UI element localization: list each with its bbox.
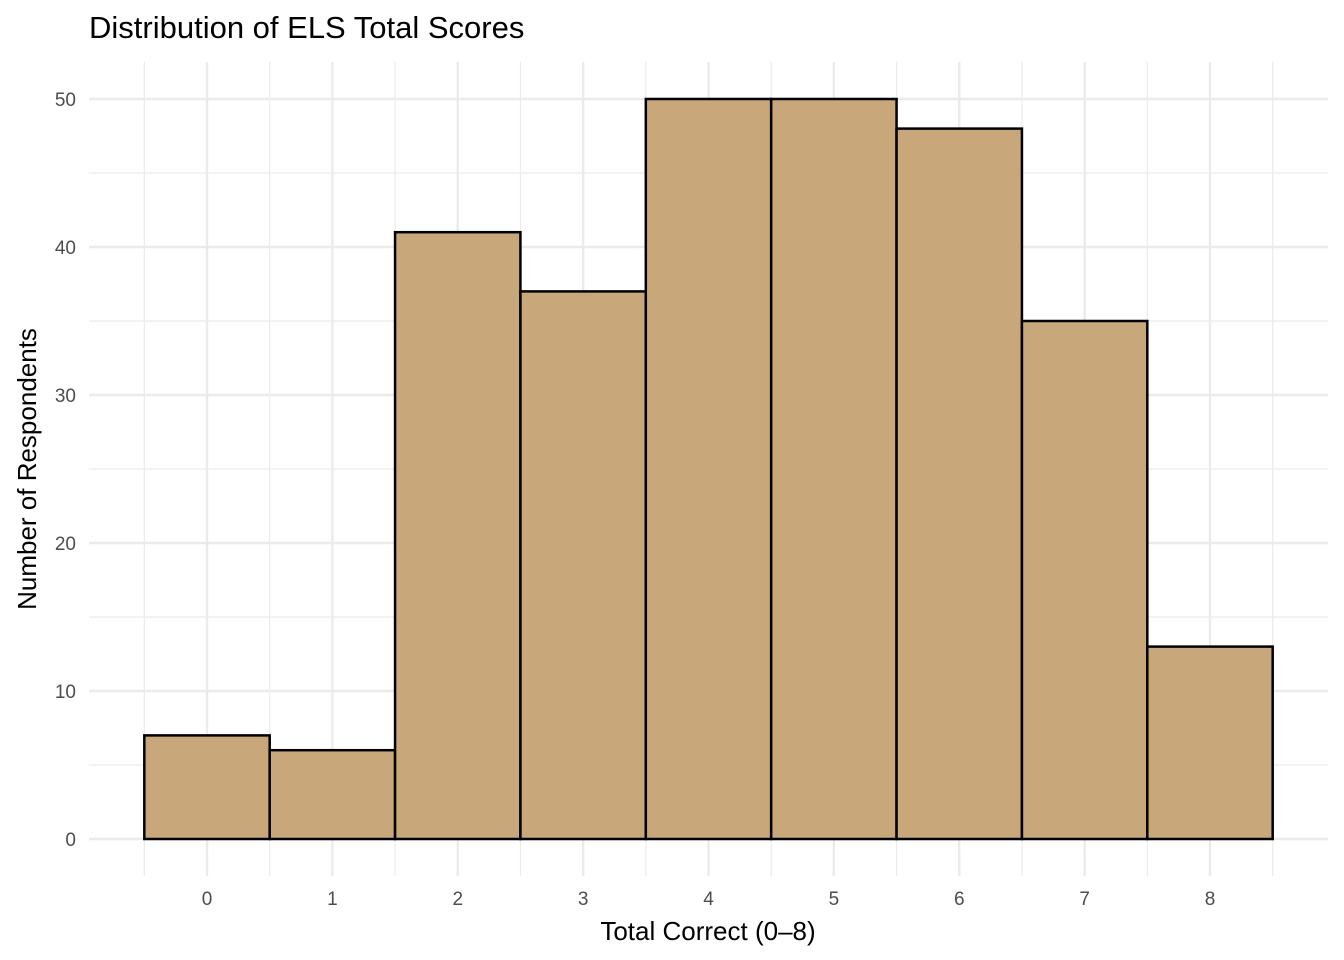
y-tick-label: 20 <box>55 534 76 555</box>
histogram-bar <box>769 97 898 841</box>
x-tick-label: 4 <box>703 889 714 910</box>
x-axis-title: Total Correct (0–8) <box>600 916 815 946</box>
y-tick-label: 50 <box>55 90 76 111</box>
histogram-bar <box>393 230 522 841</box>
y-tick-label: 30 <box>55 386 76 407</box>
histogram-bar <box>1146 645 1274 841</box>
histogram-bar <box>1020 319 1149 841</box>
histogram-bar <box>268 748 397 841</box>
histogram-bar <box>519 290 648 841</box>
x-tick-labels: 0 1 2 3 4 5 6 7 8 <box>202 889 1216 910</box>
x-tick-label: 5 <box>829 889 840 910</box>
x-tick-label: 1 <box>327 889 338 910</box>
histogram-bar <box>895 127 1024 841</box>
y-tick-label: 0 <box>65 830 76 851</box>
y-axis-title: Number of Respondents <box>12 328 42 610</box>
bars-layer <box>143 97 1274 841</box>
x-tick-label: 3 <box>578 889 589 910</box>
y-tick-labels: 0 10 20 30 40 50 <box>55 90 76 851</box>
y-tick-label: 40 <box>55 238 76 259</box>
histogram-bar <box>644 97 773 841</box>
histogram-bar <box>143 734 271 841</box>
chart-title: Distribution of ELS Total Scores <box>89 10 525 45</box>
x-tick-label: 0 <box>202 889 213 910</box>
x-tick-label: 2 <box>452 889 463 910</box>
y-tick-label: 10 <box>55 682 76 703</box>
x-tick-label: 6 <box>954 889 965 910</box>
x-tick-label: 7 <box>1079 889 1090 910</box>
x-tick-label: 8 <box>1205 889 1216 910</box>
